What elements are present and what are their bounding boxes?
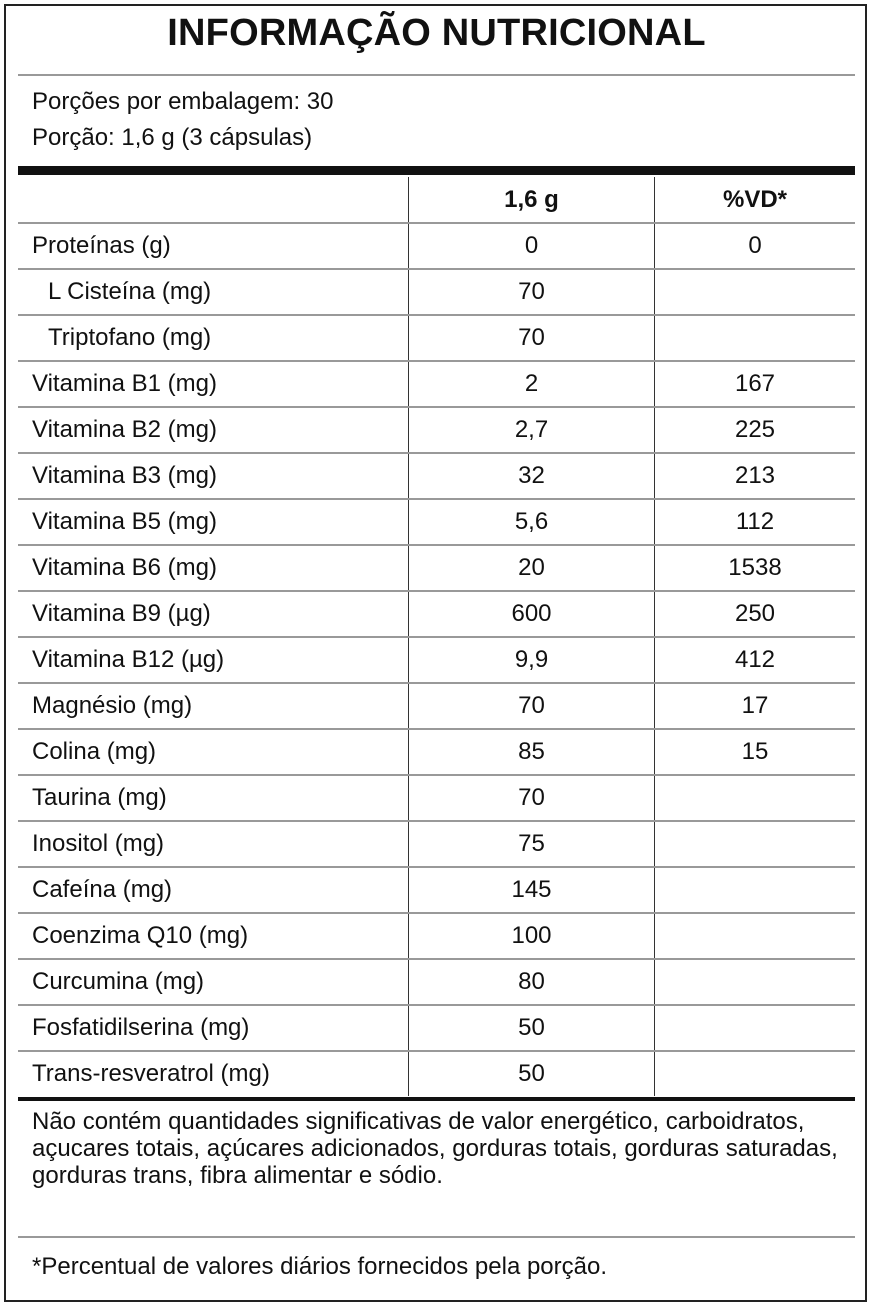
- table-row: Curcumina (mg) 80: [18, 959, 855, 1006]
- nutrient-vd: [654, 821, 855, 868]
- label-title: INFORMAÇÃO NUTRICIONAL: [167, 12, 706, 54]
- table-bottom-divider: [18, 1097, 855, 1101]
- nutrient-amount: 600: [408, 591, 655, 638]
- nutrient-name: Fosfatidilserina (mg): [18, 1005, 409, 1052]
- nutrient-amount: 2,7: [408, 407, 655, 454]
- table-row: Magnésio (mg) 70 17: [18, 683, 855, 730]
- table-row: Fosfatidilserina (mg) 50: [18, 1005, 855, 1052]
- nutrient-name: Coenzima Q10 (mg): [18, 913, 409, 960]
- nutrient-vd: 225: [654, 407, 855, 454]
- thick-divider: [18, 166, 855, 175]
- nutrient-name: Vitamina B9 (µg): [18, 591, 409, 638]
- nutrient-vd: [654, 1051, 855, 1096]
- table-row: L Cisteína (mg) 70: [18, 269, 855, 316]
- table-row: Triptofano (mg) 70: [18, 315, 855, 362]
- table-row: Vitamina B9 (µg) 600 250: [18, 591, 855, 638]
- table-row: Vitamina B5 (mg) 5,6 112: [18, 499, 855, 546]
- nutrient-vd: [654, 775, 855, 822]
- nutrient-vd: 112: [654, 499, 855, 546]
- nutrient-amount: 70: [408, 775, 655, 822]
- nutrient-vd: [654, 269, 855, 316]
- nutrient-name: Curcumina (mg): [18, 959, 409, 1006]
- nutrient-amount: 2: [408, 361, 655, 408]
- serving-size: Porção: 1,6 g (3 cápsulas): [32, 124, 313, 151]
- table-row: Vitamina B3 (mg) 32 213: [18, 453, 855, 500]
- table-row: Vitamina B1 (mg) 2 167: [18, 361, 855, 408]
- nutrient-vd: 250: [654, 591, 855, 638]
- nutrient-amount: 70: [408, 315, 655, 362]
- nutrient-amount: 85: [408, 729, 655, 776]
- nutrient-amount: 32: [408, 453, 655, 500]
- nutrient-vd: 213: [654, 453, 855, 500]
- nutrient-name: Proteínas (g): [18, 223, 409, 270]
- nutrient-name: Cafeína (mg): [18, 867, 409, 914]
- nutrient-vd: [654, 1005, 855, 1052]
- not-significant-note: Não contém quantidades significativas de…: [32, 1108, 838, 1189]
- nutrient-name: Vitamina B5 (mg): [18, 499, 409, 546]
- table-row: Vitamina B6 (mg) 20 1538: [18, 545, 855, 592]
- nutrient-vd: [654, 913, 855, 960]
- nutrient-vd: 167: [654, 361, 855, 408]
- nutrient-amount: 80: [408, 959, 655, 1006]
- nutrient-vd: 0: [654, 223, 855, 270]
- table-row: Vitamina B12 (µg) 9,9 412: [18, 637, 855, 684]
- nutrient-name: Inositol (mg): [18, 821, 409, 868]
- nutrient-amount: 100: [408, 913, 655, 960]
- nutrition-table: 1,6 g %VD* Proteínas (g) 0 0 L Cisteína (mg…: [18, 177, 855, 1096]
- divider: [18, 1236, 855, 1238]
- table-row: Taurina (mg) 70: [18, 775, 855, 822]
- nutrient-vd: [654, 867, 855, 914]
- nutrient-amount: 50: [408, 1005, 655, 1052]
- header-vd: %VD*: [654, 177, 855, 224]
- nutrient-name: Vitamina B1 (mg): [18, 361, 409, 408]
- nutrient-name: Vitamina B3 (mg): [18, 453, 409, 500]
- nutrient-amount: 9,9: [408, 637, 655, 684]
- nutrient-name: Magnésio (mg): [18, 683, 409, 730]
- nutrient-name: Taurina (mg): [18, 775, 409, 822]
- table-row: Coenzima Q10 (mg) 100: [18, 913, 855, 960]
- servings-per-package: Porções por embalagem: 30: [32, 88, 334, 115]
- header-nutrient: [18, 177, 409, 224]
- nutrient-vd: 412: [654, 637, 855, 684]
- nutrient-vd: [654, 959, 855, 1006]
- nutrient-name: Vitamina B12 (µg): [18, 637, 409, 684]
- nutrient-name: Triptofano (mg): [18, 315, 409, 362]
- nutrient-amount: 50: [408, 1051, 655, 1096]
- header-amount: 1,6 g: [408, 177, 655, 224]
- nutrient-amount: 145: [408, 867, 655, 914]
- nutrient-name: Trans-resveratrol (mg): [32, 1060, 270, 1087]
- nutrition-label-frame: [4, 4, 867, 1302]
- nutrient-amount: 5,6: [408, 499, 655, 546]
- nutrient-name: Vitamina B2 (mg): [18, 407, 409, 454]
- nutrient-amount: 75: [408, 821, 655, 868]
- nutrient-amount: 20: [408, 545, 655, 592]
- table-row: Colina (mg) 85 15: [18, 729, 855, 776]
- table-row: Proteínas (g) 0 0: [18, 223, 855, 270]
- nutrient-name: Colina (mg): [18, 729, 409, 776]
- nutrient-vd: 15: [654, 729, 855, 776]
- table-header-row: 1,6 g %VD*: [18, 177, 855, 224]
- nutrient-vd: [654, 315, 855, 362]
- table-row: Inositol (mg) 75: [18, 821, 855, 868]
- nutrient-amount: 0: [408, 223, 655, 270]
- table-row: Cafeína (mg) 145: [18, 867, 855, 914]
- nutrient-amount: 70: [408, 683, 655, 730]
- nutrient-amount: 70: [408, 269, 655, 316]
- divider: [18, 74, 855, 76]
- nutrient-name: Vitamina B6 (mg): [18, 545, 409, 592]
- nutrient-vd: 1538: [654, 545, 855, 592]
- nutrient-vd: 17: [654, 683, 855, 730]
- nutrient-name: L Cisteína (mg): [18, 269, 409, 316]
- table-row: Trans-resveratrol (mg) 50: [18, 1051, 855, 1096]
- vd-footnote: *Percentual de valores diários fornecido…: [32, 1253, 608, 1280]
- table-row: Vitamina B2 (mg) 2,7 225: [18, 407, 855, 454]
